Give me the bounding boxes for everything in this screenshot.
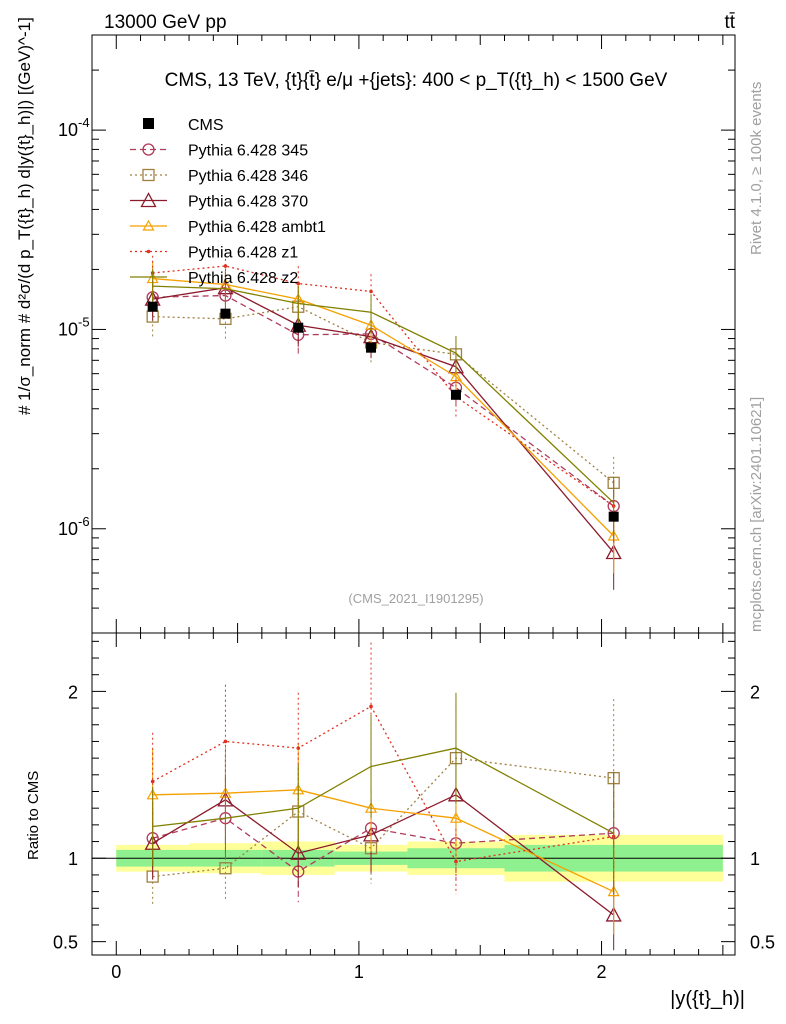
main-ytick-label: 10-5 [58,314,90,339]
ratio-ytick-label-right: 2 [750,682,760,702]
series-pythia-6-428-z2 [152,268,615,541]
legend-label: Pythia 6.428 z1 [188,245,298,262]
legend-entry-pythia-6-428-345: Pythia 6.428 345 [130,143,308,160]
series-line [152,285,615,504]
ratio-ytick-label-right: 0.5 [750,933,775,953]
legend: CMS Pythia 6.428 345 Pythia 6.428 346 Pythi… [130,117,326,287]
ratio-xtick-label: 0 [111,962,121,982]
series-point [223,264,228,268]
series-point [296,281,301,286]
legend-entry-pythia-6-428-z1: Pythia 6.428 z1 [130,245,298,262]
series-line [152,287,615,553]
ratio-xtick-label: 1 [354,962,364,982]
ratio-axis-ticks: 0 1 2 0.5 0.5 1 1 2 2 [53,633,775,982]
series-line [152,294,615,507]
ratio-point [290,844,307,860]
legend-label: Pythia 6.428 ambt1 [188,219,326,236]
data-point [147,301,158,312]
ratio-line [152,747,614,834]
main-ytick-label: 10-6 [58,514,90,539]
main-ylabel: # 1/σ_norm # d²σ/(d p_T({t}_h) d|y({t}_h… [15,17,34,415]
ratio-bands [92,834,735,882]
ratio-point [369,704,373,709]
legend-label: Pythia 6.428 345 [188,143,308,160]
series-point [369,289,373,294]
ratio-point [449,811,462,823]
legend-entry-cms: CMS [143,117,224,134]
header-left: 13000 GeV pp [104,12,227,33]
legend-marker [140,192,157,208]
data-point [608,511,619,522]
ratio-line [152,757,614,878]
plot-title: CMS, 13 TeV, {t}{t̄} e/μ +{jets}: 400 < … [165,70,668,91]
series-cms-data [147,301,619,522]
rivet-label: Rivet 4.1.0, ≥ 100k events [748,82,765,255]
ratio-point [607,885,620,897]
data-point [450,389,461,400]
ratio-point [454,859,458,864]
series-line [152,277,615,537]
ratio-point [223,739,228,744]
ratio-ylabel: Ratio to CMS [25,771,42,860]
legend-label: Pythia 6.428 370 [188,194,308,211]
ratio-point [219,862,232,875]
ratio-series-pythia-6-428-z2 [152,692,615,895]
ratio-ytick-label: 0.5 [53,933,78,953]
ratio-point [150,779,155,784]
series-pythia-6-428-346 [146,289,620,521]
series-pythia-6-428-ambt1 [146,261,620,574]
legend-marker [142,168,155,182]
ratio-xtick-label: 2 [597,962,607,982]
legend-label: CMS [188,117,224,134]
legend-entry-pythia-6-428-z2: Pythia 6.428 z2 [130,270,298,287]
main-ytick-label: 10-4 [58,115,90,140]
ratio-ytick-label: 1 [68,849,78,869]
ratio-ytick-label: 2 [68,682,78,702]
legend-entry-pythia-6-428-370: Pythia 6.428 370 [130,192,308,211]
main-axis-ticks: 10-6 10-5 10-4 [58,35,735,634]
ratio-line [152,817,614,873]
ratio-frame [91,632,736,956]
ratio-point [296,746,301,750]
series-line [152,306,615,484]
legend-marker [142,219,155,231]
main-series [144,248,622,590]
legend-marker [142,143,155,156]
legend-label: Pythia 6.428 z2 [188,270,298,287]
data-point [293,322,304,333]
legend-marker [143,118,154,129]
legend-label: Pythia 6.428 346 [188,168,308,185]
legend-entry-pythia-6-428-ambt1: Pythia 6.428 ambt1 [130,219,326,236]
ratio-line [152,794,615,916]
plot-title-text: CMS, 13 TeV, {t}{t̄} e/μ +{jets}: 400 < … [165,70,668,91]
ratio-line [152,789,614,893]
series-line [152,265,615,507]
xlabel: |y({t}_h)| [670,988,745,1010]
data-point [220,308,231,319]
ratio-ytick-label-right: 1 [750,849,760,869]
header-right: tt̄ [724,12,735,33]
legend-marker [146,249,151,254]
mcplots-label: mcplots.cern.ch [arXiv:2401.10621] [748,397,765,632]
data-point [366,342,377,353]
ratio-series [144,642,622,951]
analysis-watermark: (CMS_2021_I1901295) [348,591,483,606]
legend-entry-pythia-6-428-346: Pythia 6.428 346 [130,168,308,185]
